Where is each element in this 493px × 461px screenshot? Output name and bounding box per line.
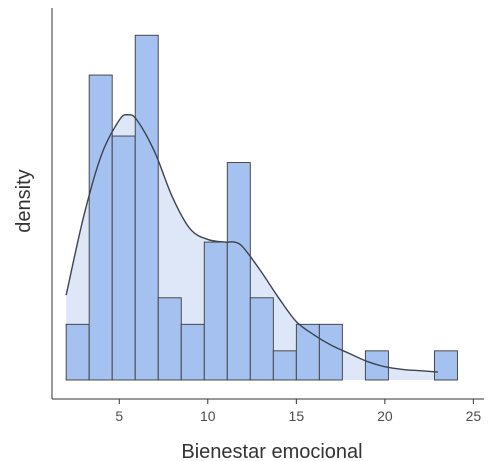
histogram-bar (157, 297, 182, 381)
density-line (65, 114, 439, 373)
x-axis-ticks: 5 10 15 20 25 (115, 399, 481, 424)
histogram-bar (226, 162, 251, 381)
histogram-bar (318, 323, 343, 381)
histogram-bar (203, 241, 228, 381)
histogram-bar (88, 74, 113, 381)
histogram-bar (249, 297, 274, 381)
histogram-bar (364, 350, 389, 381)
histogram-bars (65, 34, 458, 381)
x-tick-label: 20 (377, 408, 393, 424)
x-tick-label: 5 (115, 408, 123, 424)
histogram-bar (111, 135, 136, 381)
histogram-bar (65, 323, 90, 381)
histogram-bar (180, 323, 205, 381)
histogram-bar (134, 34, 159, 381)
histogram-bar (433, 350, 458, 381)
y-axis-title: density (13, 169, 35, 232)
histogram-bar (295, 323, 320, 381)
x-tick-label: 25 (466, 408, 482, 424)
histogram-bar (272, 350, 297, 381)
x-axis-title: Bienestar emocional (181, 441, 362, 461)
x-tick-label: 15 (289, 408, 305, 424)
x-tick-label: 10 (200, 408, 216, 424)
